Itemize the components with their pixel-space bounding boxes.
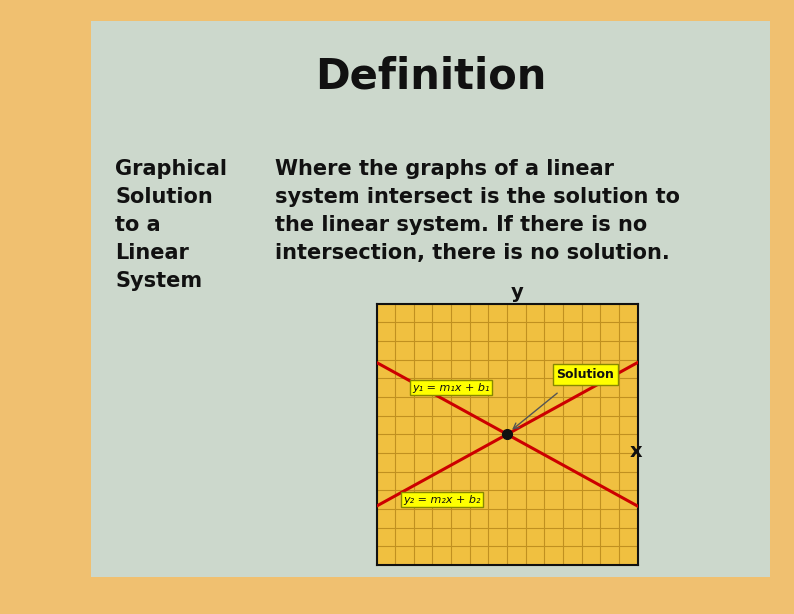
Text: y₂ = m₂x + b₂: y₂ = m₂x + b₂	[403, 495, 480, 505]
Text: Where the graphs of a linear
system intersect is the solution to
the linear syst: Where the graphs of a linear system inte…	[275, 160, 680, 263]
Text: Graphical
Solution
to a
Linear
System: Graphical Solution to a Linear System	[115, 160, 227, 292]
Text: y: y	[511, 283, 524, 302]
Text: Solution: Solution	[557, 368, 615, 381]
Text: Definition: Definition	[315, 55, 546, 98]
Text: y₁ = m₁x + b₁: y₁ = m₁x + b₁	[412, 383, 490, 393]
Text: x: x	[630, 441, 642, 460]
